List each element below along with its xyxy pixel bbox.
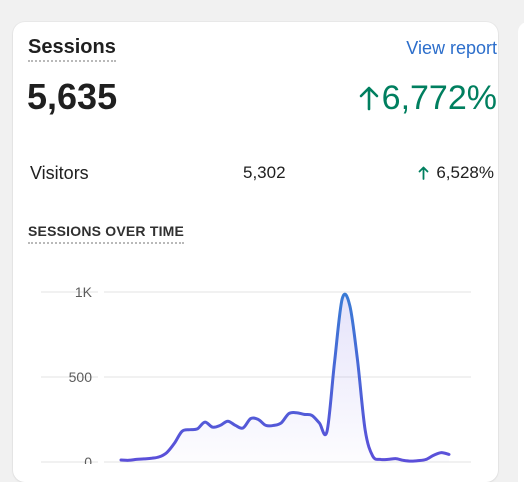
sessions-change: 6,772% [358, 77, 497, 119]
sessions-change-value: 6,772% [381, 79, 497, 117]
adjacent-card-edge [518, 22, 524, 482]
visitors-value: 5,302 [243, 163, 286, 182]
card-title: Sessions [28, 36, 116, 62]
y-tick-label: 1K [75, 284, 93, 300]
arrow-up-icon [418, 166, 429, 180]
y-tick-label: 0 [84, 454, 92, 464]
visitors-change-value: 6,528% [436, 163, 494, 182]
view-report-link[interactable]: View report [406, 38, 497, 58]
sessions-card [13, 22, 498, 482]
chart-area [121, 294, 449, 462]
chart-y-ticks: 1K 500 0 [69, 284, 93, 464]
arrow-up-icon [359, 86, 378, 111]
chart-series-line [119, 292, 451, 463]
visitors-label: Visitors [30, 163, 89, 183]
visitors-change: 6,528% [418, 162, 494, 184]
sessions-value: 5,635 [27, 76, 118, 117]
sessions-chart: 1K 500 0 [41, 284, 471, 464]
y-tick-label: 500 [69, 369, 93, 385]
section-title: SESSIONS OVER TIME [28, 222, 185, 244]
